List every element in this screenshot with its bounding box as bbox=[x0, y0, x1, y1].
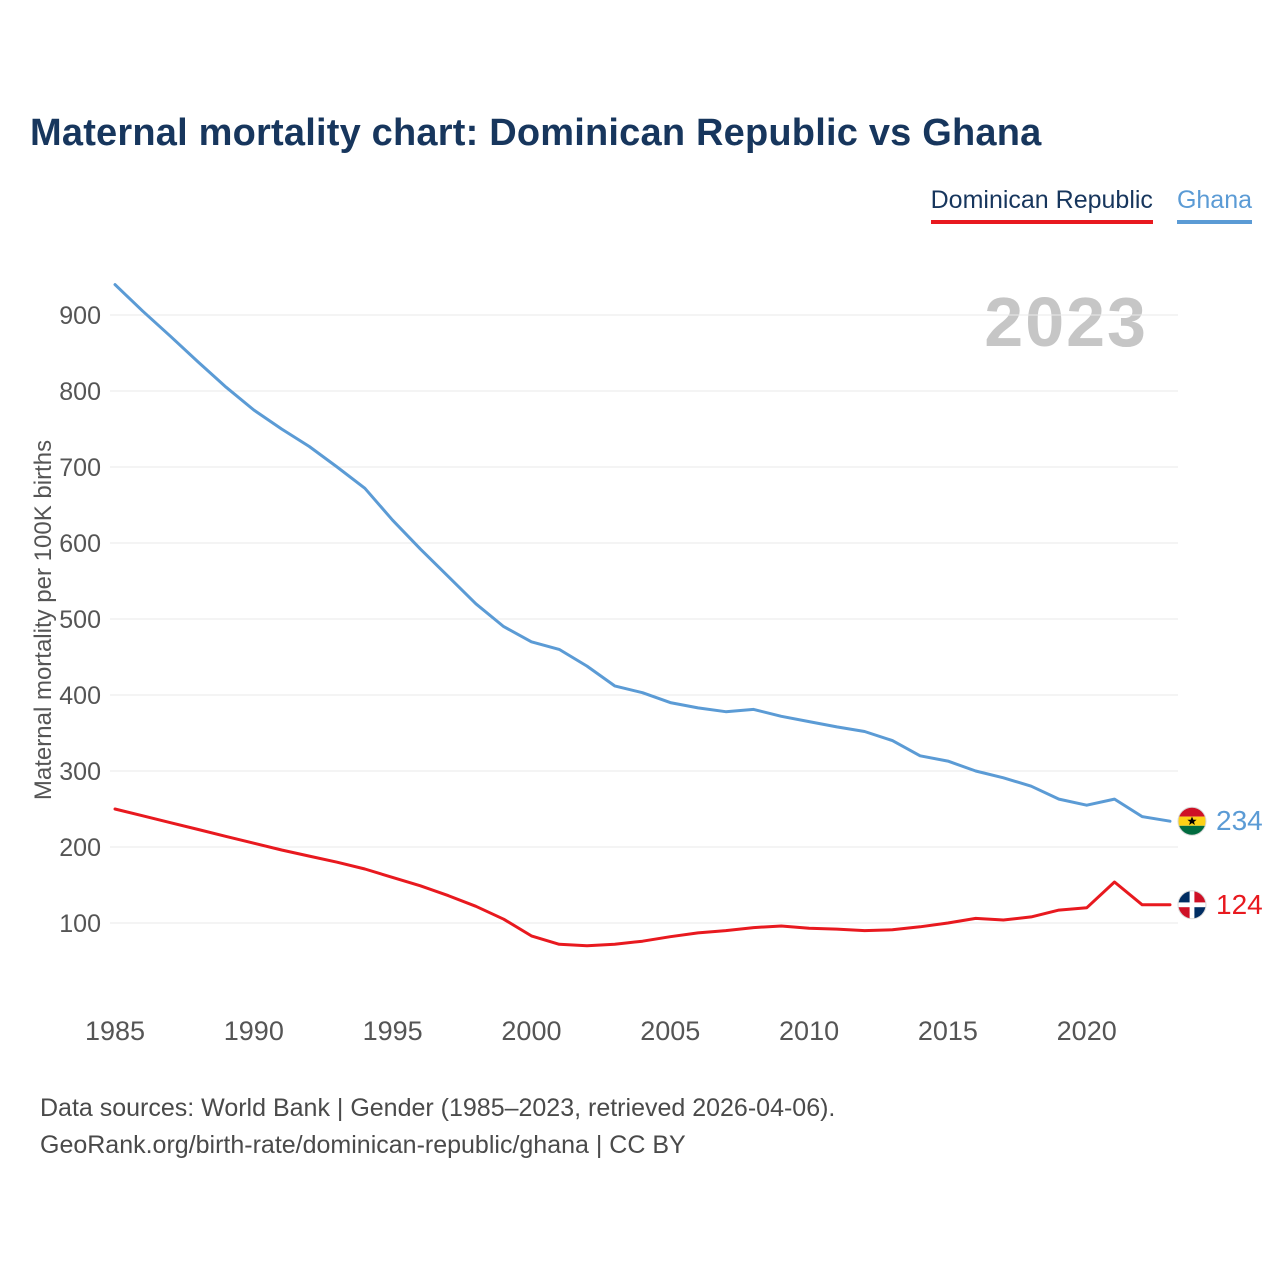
x-tick-label-1985: 1985 bbox=[85, 1016, 145, 1046]
y-tick-label-900: 900 bbox=[59, 302, 101, 330]
x-tick-label-2005: 2005 bbox=[640, 1016, 700, 1046]
y-tick-label-100: 100 bbox=[59, 910, 101, 938]
x-tick-label-2015: 2015 bbox=[918, 1016, 978, 1046]
x-tick-label-2020: 2020 bbox=[1057, 1016, 1117, 1046]
footer-attribution-line: GeoRank.org/birth-rate/dominican-republi… bbox=[40, 1131, 686, 1159]
legend-item-ghana[interactable]: Ghana bbox=[1176, 186, 1252, 224]
ghana-flag-icon bbox=[1177, 806, 1207, 836]
page-title: Maternal mortality chart: Dominican Repu… bbox=[30, 112, 1042, 154]
y-tick-label-200: 200 bbox=[59, 834, 101, 862]
legend-item-dominican-republic[interactable]: Dominican Republic bbox=[930, 186, 1153, 224]
ghana-end-value: 234 bbox=[1216, 805, 1263, 836]
year-watermark: 2023 bbox=[984, 283, 1148, 361]
series-line-dominican-republic[interactable] bbox=[113, 807, 1172, 948]
footer: Data sources: World Bank | Gender (1985–… bbox=[40, 1090, 835, 1164]
footer-sources-line: Data sources: World Bank | Gender (1985–… bbox=[40, 1094, 836, 1122]
dominican-republic-end-value: 124 bbox=[1216, 889, 1263, 920]
series-line-ghana[interactable] bbox=[113, 283, 1172, 823]
y-tick-label-600: 600 bbox=[59, 530, 101, 558]
x-tick-label-1995: 1995 bbox=[363, 1016, 423, 1046]
y-tick-label-400: 400 bbox=[59, 682, 101, 710]
y-tick-label-500: 500 bbox=[59, 606, 101, 634]
y-tick-label-800: 800 bbox=[59, 378, 101, 406]
y-tick-label-300: 300 bbox=[59, 758, 101, 786]
x-tick-label-2010: 2010 bbox=[779, 1016, 839, 1046]
legend: Dominican Republic Ghana bbox=[930, 186, 1252, 224]
dominican-republic-flag-icon bbox=[1177, 890, 1207, 920]
x-tick-label-1990: 1990 bbox=[224, 1016, 284, 1046]
y-tick-label-700: 700 bbox=[59, 454, 101, 482]
x-tick-label-2000: 2000 bbox=[501, 1016, 561, 1046]
